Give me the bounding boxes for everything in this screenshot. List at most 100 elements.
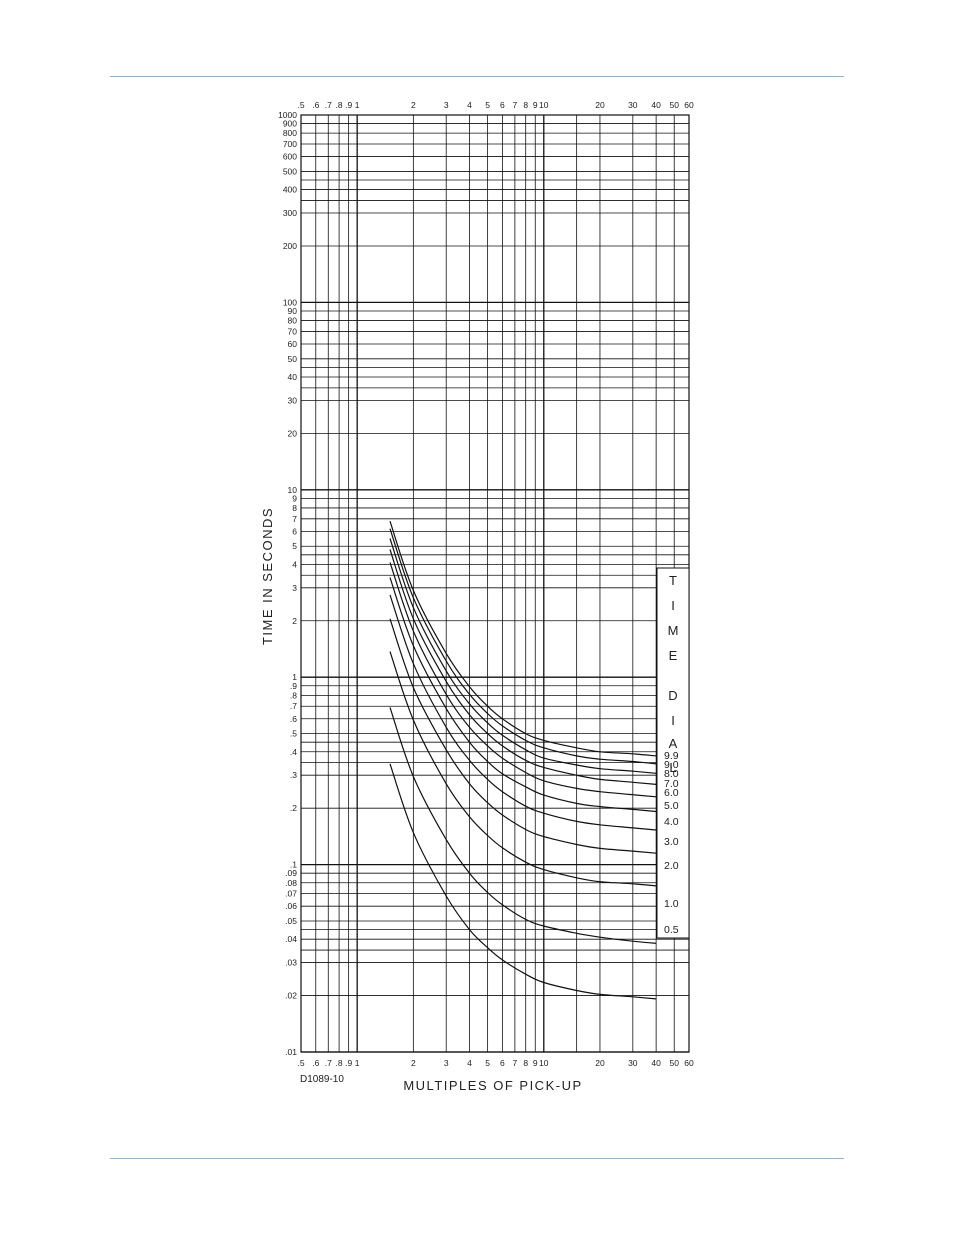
x-tick-labels-bottom: .5 .6 .7 .8.9 1 2 3 4 5 6 7 8 9 10 20 30 40 50 60 [297,1058,694,1068]
x-tick-label: 9 [533,1058,538,1068]
y-tick-label: 200 [283,241,297,251]
y-tick-label: .5 [290,729,297,739]
y-tick-label: .2 [290,803,297,813]
time-dial-label: 3.0 [664,836,679,848]
x-tick-label: 1 [355,1058,360,1068]
x-tick-label: 20 [595,1058,605,1068]
legend-title-letter: E [669,648,678,663]
y-tick-label: 50 [288,354,298,364]
y-tick-label: .05 [285,916,297,926]
y-tick-label: .09 [285,868,297,878]
x-tick-label: 30 [628,100,638,110]
time-dial-label: 7.0 [664,778,679,790]
time-dial-label: 0.5 [664,924,679,936]
time-dial-curve [389,562,657,798]
y-tick-label: 80 [288,316,298,326]
x-tick-label: .7 [325,1058,332,1068]
y-tick-label: 100 [283,297,297,307]
y-tick-label: 60 [288,339,298,349]
y-tick-label: 700 [283,139,297,149]
time-dial-label: 4.0 [664,816,679,828]
time-dial-curve [389,618,657,854]
x-tick-label: .8 [336,1058,343,1068]
y-tick-label: .9 [290,681,297,691]
x-tick-label: .7 [325,100,332,110]
y-tick-label: 4 [292,559,297,569]
x-tick-label: 50 [669,1058,679,1068]
y-tick-label: 30 [288,395,298,405]
y-tick-label: .7 [290,701,297,711]
y-tick-label: 900 [283,119,297,129]
x-tick-label: 5 [485,1058,490,1068]
x-tick-label: 2 [411,100,416,110]
x-tick-label: 40 [651,100,661,110]
legend-panel [656,567,690,939]
legend-title-letter: D [668,688,677,703]
y-tick-label: 800 [283,128,297,138]
legend-title-letter: A [669,736,678,751]
y-tick-label: 20 [288,428,298,438]
y-tick-label: 10 [288,485,298,495]
x-tick-label: 60 [684,100,694,110]
time-dial-curves [389,521,657,1000]
x-tick-label: 8 [523,1058,528,1068]
time-dial-label: 8.0 [664,768,679,780]
x-tick-label: 6 [500,1058,505,1068]
y-tick-label: .03 [285,958,297,968]
drawing-id: D1089-10 [300,1074,344,1085]
time-dial-labels: 9.99.08.07.06.05.0 4.0 3.0 2.0 1.0 0.5 [664,750,679,936]
x-tick-label: 3 [444,1058,449,1068]
y-tick-label: 9 [292,493,297,503]
x-tick-label: 10 [539,100,549,110]
x-tick-label: 20 [595,100,605,110]
legend-title-letter: I [671,598,675,613]
x-tick-label: .6 [312,100,319,110]
time-dial-curve [389,594,657,831]
y-tick-label: .04 [285,934,297,944]
header-rule [110,76,844,77]
x-tick-label: 7 [513,1058,518,1068]
time-dial-label: 9.0 [664,759,679,771]
x-tick-label: 4 [467,100,472,110]
legend-title-letter: I [671,713,675,728]
x-tick-label: .5 [297,100,304,110]
y-tick-label: .3 [290,770,297,780]
y-tick-label: .02 [285,991,297,1001]
y-tick-label: .4 [290,747,297,757]
x-tick-label: .9 [345,1058,352,1068]
time-dial-label: 5.0 [664,800,679,812]
y-tick-label: 5 [292,541,297,551]
time-dial-label: 6.0 [664,787,679,799]
y-axis-title: TIME IN SECONDS [260,507,275,645]
y-tick-label: 500 [283,166,297,176]
legend-title-letter: M [668,623,679,638]
y-tick-label: 8 [292,503,297,513]
plot-frame [300,114,690,1053]
x-tick-label: 2 [411,1058,416,1068]
x-tick-label: 8 [523,100,528,110]
time-dial-curve [389,528,657,765]
time-dial-curve [389,538,657,774]
footer-rule [110,1158,844,1159]
x-tick-label: 3 [444,100,449,110]
x-tick-label: 1 [355,100,360,110]
time-dial-label: 1.0 [664,898,679,910]
y-tick-label: 70 [288,326,298,336]
time-dial-curve [389,521,657,757]
x-tick-labels-top: .5 .6 .7 .8.9 1 2 3 4 5 6 7 8 9 10 20 30 40 50 60 [297,100,694,110]
x-tick-label: .6 [312,1058,319,1068]
x-tick-label: 6 [500,100,505,110]
y-tick-label: .08 [285,878,297,888]
y-tick-label: 7 [292,514,297,524]
x-tick-label: 50 [669,100,679,110]
x-tick-label: 30 [628,1058,638,1068]
y-tick-label: 90 [288,306,298,316]
time-dial-curve [389,577,657,813]
time-dial-label: 2.0 [664,860,679,872]
time-dial-curve [389,763,657,1000]
x-tick-label: 5 [485,100,490,110]
legend-title-letter: T [669,573,677,588]
